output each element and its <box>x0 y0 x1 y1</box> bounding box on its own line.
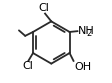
Text: OH: OH <box>74 62 91 72</box>
Text: Cl: Cl <box>38 3 49 13</box>
Text: Cl: Cl <box>22 61 33 71</box>
Text: NH: NH <box>78 26 95 36</box>
Text: 2: 2 <box>86 29 92 38</box>
